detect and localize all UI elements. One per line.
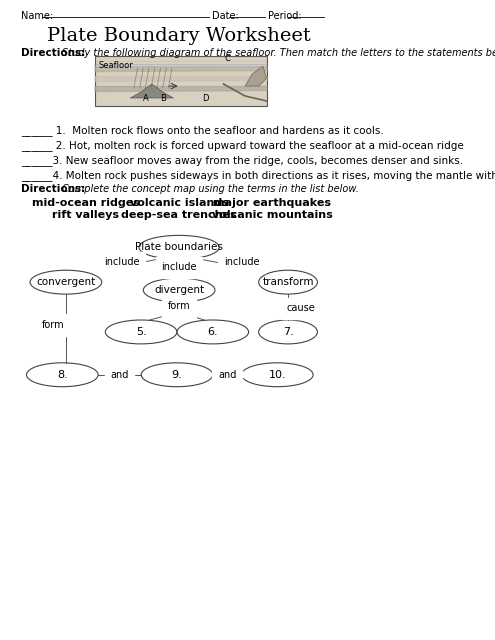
Text: ______ 1.  Molten rock flows onto the seafloor and hardens as it cools.: ______ 1. Molten rock flows onto the sea… (21, 125, 384, 136)
Text: Directions:: Directions: (21, 184, 86, 193)
Text: Period:: Period: (268, 12, 301, 21)
Text: major earthquakes: major earthquakes (213, 198, 331, 207)
Text: volcanic islands: volcanic islands (130, 198, 229, 207)
Text: cause: cause (287, 303, 315, 313)
Text: rift valleys: rift valleys (52, 211, 119, 220)
Bar (95, 56, 266, 106)
Text: and: and (218, 370, 236, 380)
Text: 8.: 8. (57, 370, 68, 380)
Text: include: include (161, 262, 197, 272)
Text: Complete the concept map using the terms in the list below.: Complete the concept map using the terms… (62, 184, 359, 193)
Text: mid-ocean ridges: mid-ocean ridges (32, 198, 140, 207)
Text: C: C (224, 54, 230, 63)
Text: form: form (42, 320, 64, 330)
Text: Name:: Name: (21, 12, 53, 21)
Text: and: and (110, 370, 129, 380)
Text: 7.: 7. (283, 327, 294, 337)
Text: B: B (160, 94, 165, 103)
Text: form: form (168, 301, 191, 311)
Text: Study the following diagram of the seafloor. Then match the letters to the state: Study the following diagram of the seafl… (62, 48, 495, 58)
Text: ______4. Molten rock pushes sideways in both directions as it rises, moving the : ______4. Molten rock pushes sideways in … (21, 170, 495, 181)
Text: 10.: 10. (268, 370, 286, 380)
Text: D: D (202, 94, 209, 103)
Text: transform: transform (262, 277, 314, 287)
Text: ______3. New seafloor moves away from the ridge, cools, becomes denser and sinks: ______3. New seafloor moves away from th… (21, 156, 464, 166)
Polygon shape (130, 84, 173, 98)
Text: 6.: 6. (207, 327, 218, 337)
Text: 9.: 9. (172, 370, 182, 380)
Text: include: include (224, 257, 259, 268)
Text: deep-sea trenches: deep-sea trenches (121, 211, 237, 220)
Text: divergent: divergent (154, 285, 204, 295)
Text: Seafloor: Seafloor (98, 61, 133, 70)
Text: Date:: Date: (212, 12, 239, 21)
Text: Plate Boundary Worksheet: Plate Boundary Worksheet (47, 28, 311, 45)
Text: 5.: 5. (136, 327, 147, 337)
Text: include: include (104, 257, 140, 268)
Text: Plate boundaries: Plate boundaries (135, 243, 223, 252)
Polygon shape (245, 66, 266, 86)
Text: Directions:: Directions: (21, 48, 86, 58)
Text: A: A (143, 94, 149, 103)
Text: volcanic mountains: volcanic mountains (212, 211, 333, 220)
Text: convergent: convergent (36, 277, 96, 287)
Text: ______ 2. Hot, molten rock is forced upward toward the seafloor at a mid-ocean r: ______ 2. Hot, molten rock is forced upw… (21, 140, 464, 151)
